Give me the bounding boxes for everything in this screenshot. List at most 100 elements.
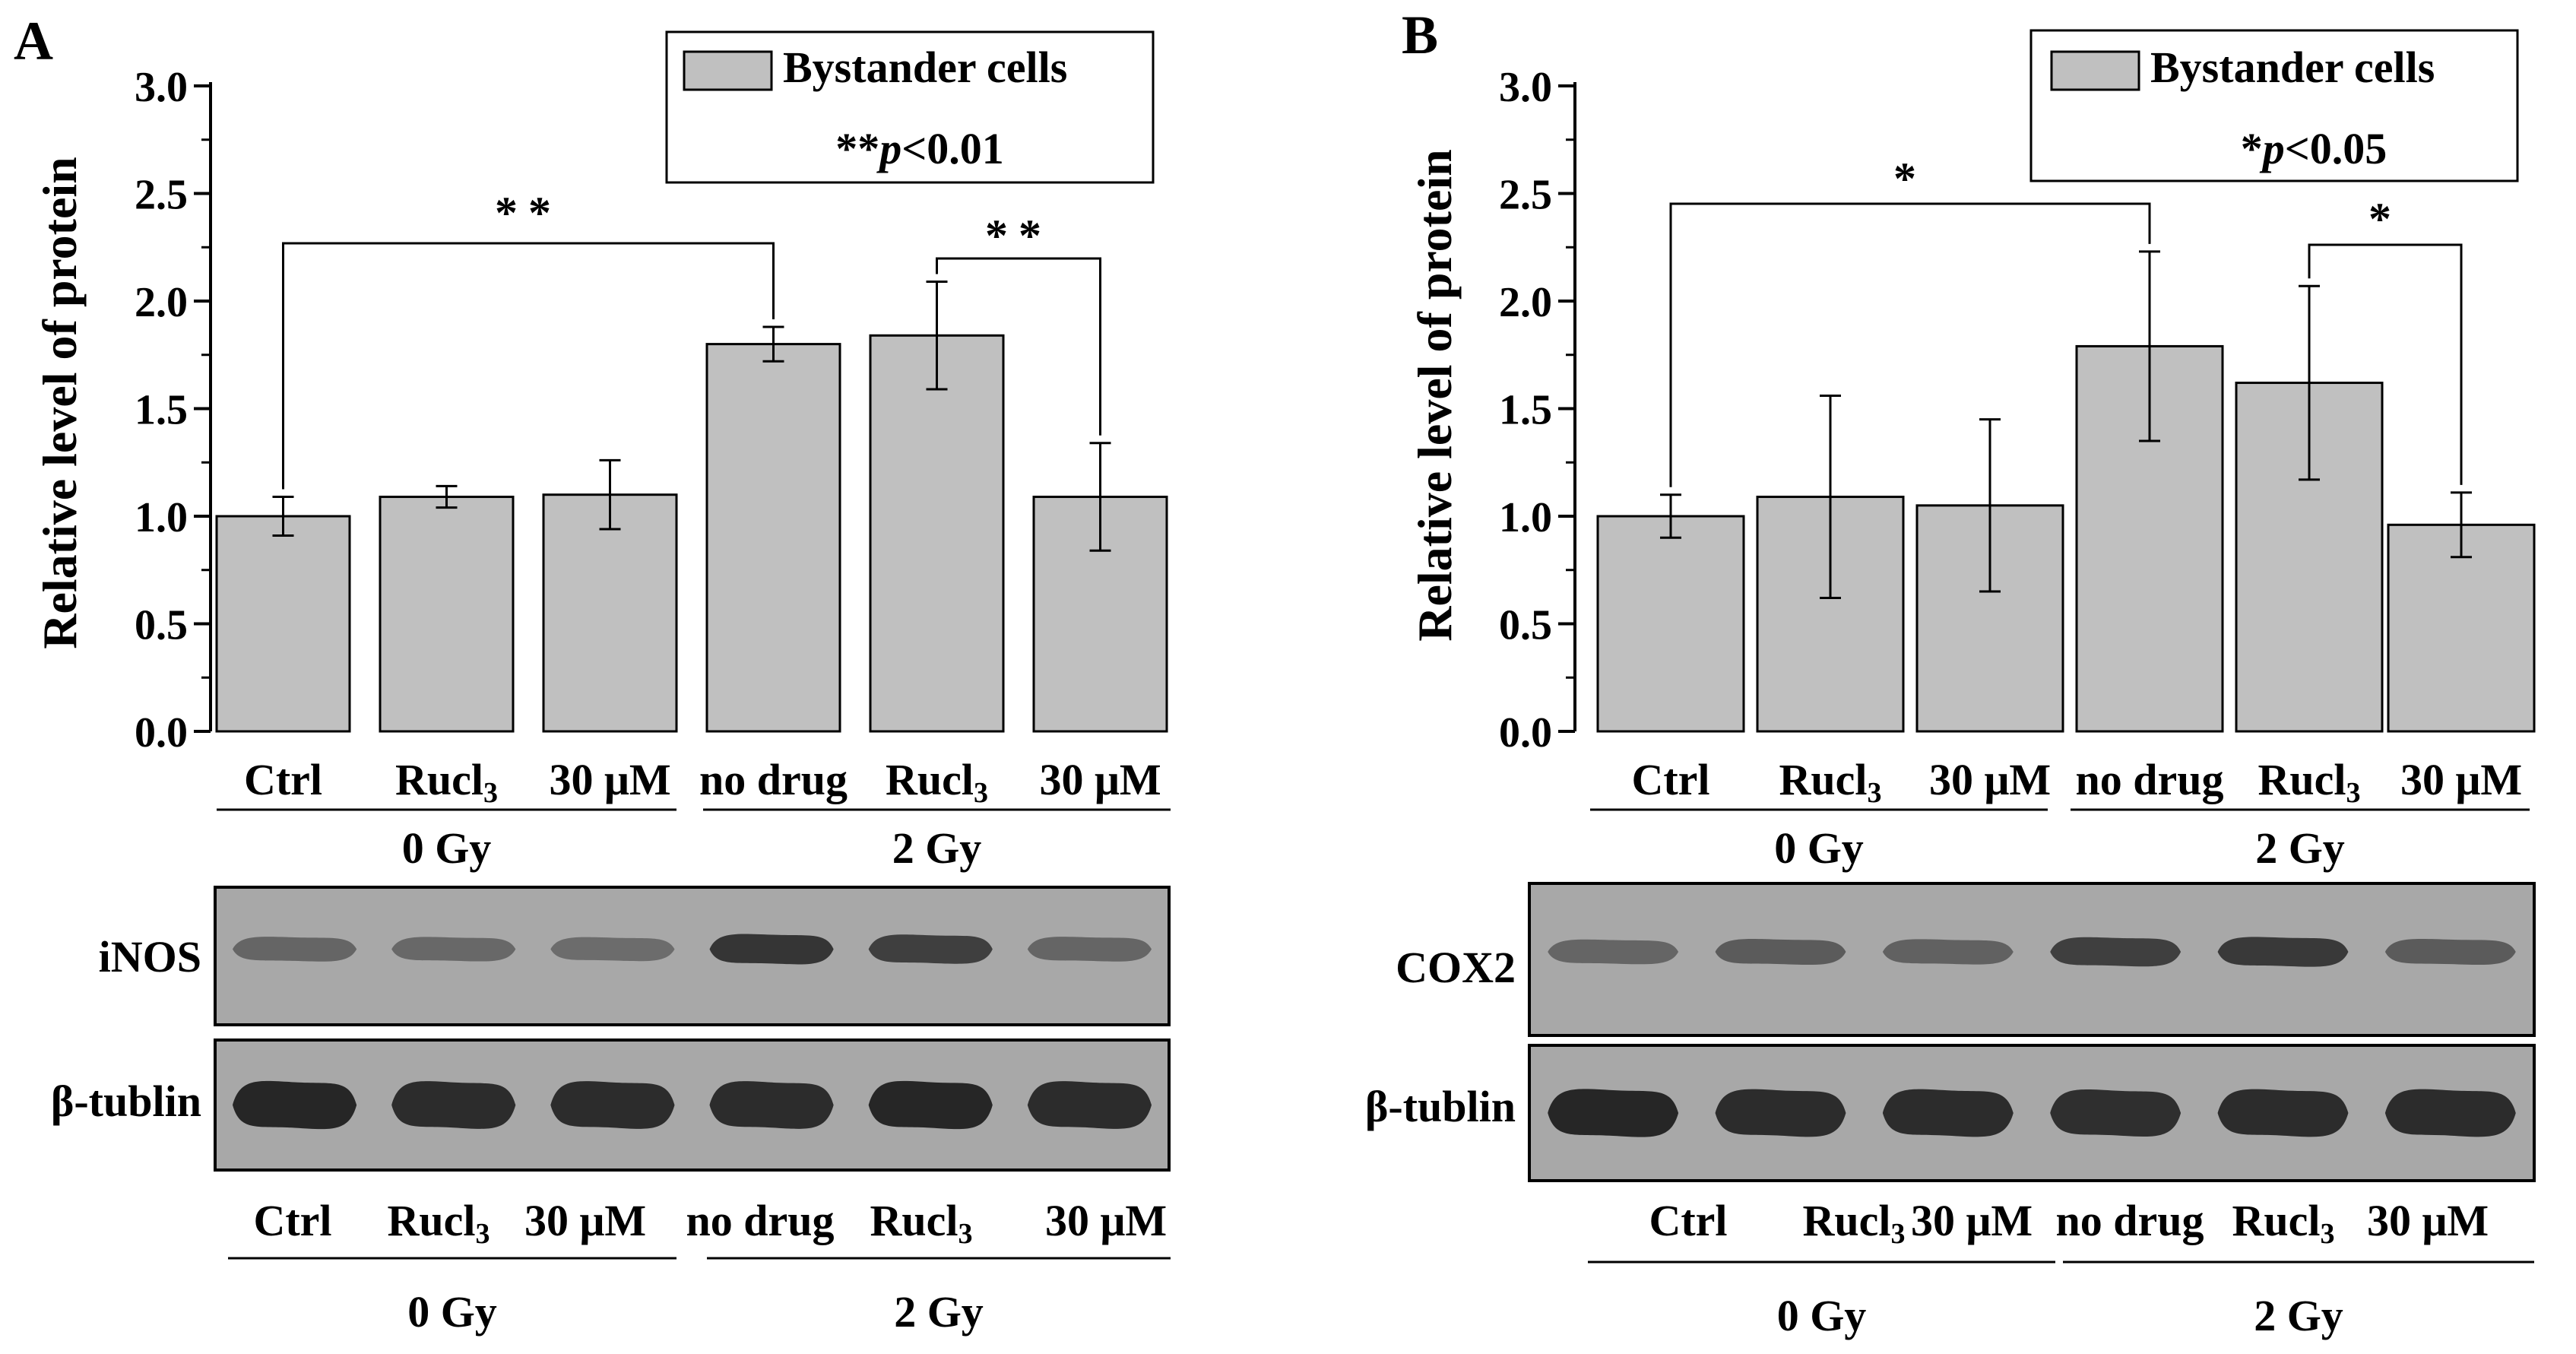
panel-a-legend-sig-p: p (876, 124, 901, 173)
panel-b-x-tick-label-subscript: 3 (2346, 777, 2361, 809)
panel-a-x-tick-label-main: 30 μM (1039, 755, 1161, 804)
panel-a-blot-band (709, 1081, 834, 1129)
panel-b-y-tick-label: 1.0 (1499, 494, 1552, 541)
panel-b-x-tick-label-main: Rucl (1779, 755, 1868, 804)
panel-b-y-tick-label: 1.5 (1499, 387, 1552, 434)
panel-a-x-tick-label-main: 30 μM (549, 755, 670, 804)
panel-a-group-label: 0 Gy (402, 823, 492, 873)
panel-b-blot-lane-label: 30 μM (1911, 1196, 2033, 1245)
panel-a-blot-band (1027, 1081, 1152, 1129)
panel-b-blot-band (1882, 939, 2014, 965)
panel-a-blot-lane-label: Rucl3 (388, 1196, 490, 1250)
panel-b-blot-band (1548, 1089, 1679, 1137)
panel-a-bar (215, 515, 351, 733)
panel-a-blot-panel (214, 886, 1171, 1026)
panel-a-x-tick-label: Rucl3 (395, 755, 498, 809)
panel-b-blot-lane-label-main: Rucl (2232, 1196, 2321, 1245)
panel-a-svg: A 0.0 0.5 1.0 1.5 2.0 2.5 3.0 Relative level of … (14, 11, 1171, 1337)
panel-b-blot-band (1548, 939, 1679, 965)
panel-a-x-tick-label: Rucl3 (886, 755, 988, 809)
panel-a-blot-lane-label-main: 30 μM (1045, 1196, 1167, 1245)
panel-b-x-tick-label: no drug (2075, 755, 2223, 804)
panel-a-x-tick-label: 30 μM (1039, 755, 1161, 804)
panel-b-blot-lane-label: no drug (2055, 1196, 2204, 1245)
panel-a-blot-band (709, 934, 834, 965)
panel-a-blot-band (550, 937, 675, 962)
panel-a-blot-lane-label-subscript: 3 (476, 1218, 490, 1250)
panel-a-blot-lane-label: 30 μM (1045, 1196, 1167, 1245)
panel-b-svg: B 0.0 0.5 1.0 1.5 2.0 2.5 3.0 Relative level of … (1365, 5, 2536, 1340)
panel-b-blot-lane-label-main: Rucl (1803, 1196, 1891, 1245)
panel-b-blot-lane-label-main: 30 μM (2367, 1196, 2489, 1245)
panel-b-blot-lane-label: 30 μM (2367, 1196, 2489, 1245)
panel-b-y-axis-label: Relative level of protein (1408, 149, 1462, 642)
panel-b-blot-lane-label-subscript: 3 (1891, 1218, 1906, 1250)
panel-a-x-tick-label-main: Rucl (886, 755, 974, 804)
panel-a-blot-group-label: 2 Gy (894, 1287, 984, 1337)
panel-a-blot-band (233, 937, 357, 962)
panel-b-significance-bracket (2308, 243, 2463, 485)
panel-a-bar (869, 334, 1005, 733)
panel-a-bracket-label: ** (495, 188, 562, 238)
panel-a-y-axis-label: Relative level of protein (33, 157, 87, 649)
panel-a-blot-lane-label-main: Rucl (870, 1196, 958, 1245)
panel-b-blot-band (2384, 938, 2516, 966)
panel-a-x-tick-label-subscript: 3 (974, 777, 988, 809)
panel-a-blot-band (391, 1081, 516, 1129)
panel-b-blot-band (2384, 1089, 2516, 1137)
panel-b-blot-group-label: 0 Gy (1777, 1291, 1867, 1340)
panel-a-blot-lane-label-main: no drug (686, 1196, 834, 1245)
figure-panel-b: B 0.0 0.5 1.0 1.5 2.0 2.5 3.0 Relative level of … (1288, 0, 2576, 1354)
panel-b-letter: B (1402, 5, 1438, 65)
panel-b-blot-lane-label-main: no drug (2055, 1196, 2204, 1245)
panel-a-blot-group-label: 0 Gy (407, 1287, 497, 1337)
panel-b-legend-sig-rest: <0.05 (2285, 124, 2387, 173)
panel-b-legend-swatch (2050, 50, 2140, 91)
panel-a-blot-lane-label: Ctrl (253, 1196, 331, 1245)
panel-a-legend-sig-prefix: ** (835, 124, 879, 173)
panel-b-bar (1596, 515, 1745, 733)
panel-a-y-tick-label: 1.5 (135, 387, 188, 434)
panel-b-blot-panel (1528, 1044, 2536, 1182)
panel-a-blot-band (391, 937, 516, 962)
panel-a-blot-lane-label-main: 30 μM (524, 1196, 646, 1245)
panel-b-blot-band (1882, 1089, 2014, 1137)
panel-a-letter: A (14, 11, 53, 71)
panel-a-bracket-label: ** (985, 211, 1052, 261)
panel-a-blot-lane-label: Rucl3 (870, 1196, 973, 1250)
panel-b-blot-band (1715, 1089, 1846, 1137)
panel-a-y-tick-label: 1.0 (135, 494, 188, 541)
panel-a-y-tick-label: 0.5 (135, 602, 188, 649)
panel-a-blot-band (868, 934, 993, 964)
panel-b-blot-band (2050, 1089, 2182, 1137)
panel-b-y-tick-label: 0.5 (1499, 602, 1552, 649)
figure-panel-a: A 0.0 0.5 1.0 1.5 2.0 2.5 3.0 Relative level of … (14, 11, 1171, 1337)
panel-a-blot-band (233, 1080, 357, 1130)
panel-a-bar (542, 493, 678, 733)
panel-a-blot-lane-label-main: Rucl (388, 1196, 476, 1245)
panel-a-bar (379, 496, 515, 733)
panel-a-x-tick-label-main: no drug (699, 755, 848, 804)
panel-b-y-tick-label: 2.0 (1499, 279, 1552, 326)
panel-a-blot-panel (214, 1038, 1171, 1172)
panel-b-x-tick-label-main: 30 μM (2400, 755, 2522, 804)
panel-b-x-tick-label: Ctrl (1631, 755, 1709, 804)
panel-b-blot-band (2217, 1089, 2349, 1137)
panel-b-bar (2387, 523, 2536, 733)
panel-b-blot-lane-label-main: Ctrl (1649, 1196, 1727, 1245)
panel-a-y-tick-label: 3.0 (135, 64, 188, 111)
panel-b-y-tick-label: 2.5 (1499, 172, 1552, 219)
panel-a-legend-label: Bystander cells (783, 43, 1067, 92)
panel-a-legend-sig-rest: <0.01 (901, 124, 1004, 173)
panel-b-legend-pvalue: *p<0.05 (2241, 124, 2387, 173)
panel-b-x-tick-label-main: no drug (2075, 755, 2223, 804)
panel-a-significance-bracket (936, 257, 1101, 436)
panel-a-blot-band (1027, 937, 1152, 962)
panel-b-blot-band (1715, 938, 1846, 966)
panel-a-blot-lane-label: no drug (686, 1196, 834, 1245)
panel-a-x-tick-label-main: Rucl (395, 755, 483, 804)
panel-b-bracket-label: * (2368, 194, 2402, 244)
panel-a-blot-lane-label-subscript: 3 (958, 1218, 973, 1250)
panel-a-blot-row-label: β-tublin (51, 1077, 201, 1126)
panel-a-blot-band (868, 1080, 993, 1130)
